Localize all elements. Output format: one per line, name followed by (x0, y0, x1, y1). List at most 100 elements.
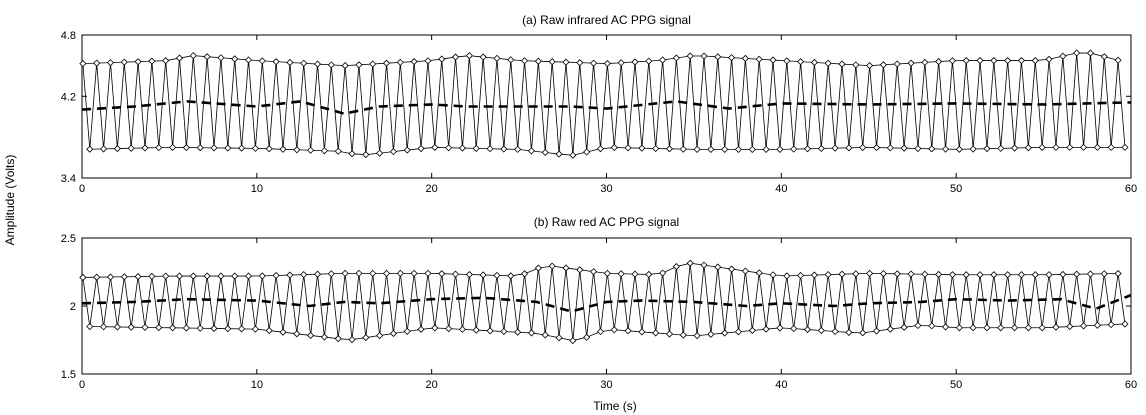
trough-marker (997, 144, 1005, 152)
series-raw-signal (82, 52, 1126, 156)
trough-marker (196, 324, 204, 332)
trough-marker (362, 151, 370, 159)
peak-marker (106, 59, 115, 67)
peak-marker (935, 57, 943, 66)
peak-marker (1017, 271, 1026, 279)
peak-marker (286, 58, 294, 67)
y-tick-label: 4.8 (61, 30, 76, 42)
trough-marker (279, 145, 287, 153)
peak-marker (741, 54, 749, 63)
peak-marker (106, 273, 115, 281)
peak-marker (244, 56, 253, 64)
peak-marker (576, 266, 584, 274)
peak-marker (1100, 270, 1108, 278)
peak-marker (313, 60, 322, 68)
trough-marker (348, 150, 356, 158)
peak-marker (258, 272, 266, 280)
trough-marker (583, 148, 591, 156)
peak-marker (1100, 53, 1108, 61)
peak-marker (355, 269, 363, 277)
trough-marker (872, 327, 881, 335)
peak-marker (1073, 49, 1081, 57)
trough-marker (1038, 324, 1046, 332)
trough-marker (790, 325, 798, 333)
peak-marker (700, 52, 708, 60)
peak-marker (852, 61, 860, 69)
peak-marker (244, 272, 253, 280)
trough-marker (541, 148, 549, 157)
trough-marker (969, 145, 977, 153)
trough-marker (928, 322, 936, 330)
trough-marker (86, 322, 94, 331)
peak-marker (438, 55, 446, 63)
peak-marker (1004, 271, 1012, 279)
peak-marker (438, 270, 446, 278)
peak-marker (327, 270, 335, 278)
peak-marker (396, 269, 404, 277)
series-baseline (81, 293, 1132, 313)
trough-marker (679, 145, 687, 153)
trough-marker (307, 146, 315, 154)
peak-marker (590, 268, 598, 276)
peak-marker (893, 60, 901, 68)
peak-marker (990, 271, 998, 279)
peak-marker (948, 271, 957, 279)
trough-marker (210, 144, 218, 152)
peak-marker (534, 264, 542, 272)
trough-marker (596, 145, 605, 153)
trough-marker (790, 145, 798, 153)
trough-marker (569, 151, 577, 159)
trough-marker (569, 337, 577, 345)
peak-marker (645, 57, 653, 65)
peak-marker (258, 57, 266, 65)
peak-marker (410, 269, 418, 277)
x-tick-label: 50 (950, 379, 962, 391)
trough-marker (955, 324, 963, 332)
peak-marker (603, 269, 611, 277)
peak-marker (1114, 56, 1122, 64)
panel-title: (b) Raw red AC PPG signal (534, 215, 679, 229)
peak-marker (783, 272, 791, 280)
trough-marker (1052, 323, 1060, 331)
peak-marker (217, 54, 225, 62)
trough-marker (721, 329, 729, 337)
trough-marker (638, 144, 646, 152)
trough-marker (1038, 143, 1046, 151)
panel-a: (a) Raw infrared AC PPG signal 0 10 20 30 40 5… (61, 13, 1137, 195)
trough-marker (1093, 143, 1101, 151)
trough-marker (279, 328, 287, 336)
trough-marker (500, 145, 508, 153)
x-tick-label: 60 (1125, 379, 1137, 391)
trough-marker (155, 324, 163, 332)
trough-marker (431, 143, 439, 151)
series-upper-envelope (82, 52, 1119, 66)
peak-marker (396, 58, 404, 66)
peak-marker (1059, 270, 1067, 278)
trough-marker (238, 325, 246, 333)
trough-marker (776, 324, 784, 332)
trough-marker (555, 334, 563, 342)
trough-marker (514, 328, 522, 336)
peak-marker (907, 59, 915, 67)
trough-marker (86, 145, 94, 153)
trough-marker (182, 143, 190, 152)
trough-marker (831, 327, 839, 336)
peak-marker (631, 58, 639, 66)
peak-marker (162, 272, 170, 280)
trough-marker (403, 327, 411, 335)
trough-marker (693, 332, 701, 340)
peak-marker (93, 59, 101, 67)
trough-marker (831, 144, 839, 152)
peak-marker (866, 62, 874, 70)
trough-marker (983, 145, 991, 153)
peak-marker (797, 271, 805, 280)
trough-marker (514, 145, 522, 153)
peak-marker (686, 52, 694, 60)
peak-marker (893, 270, 901, 278)
trough-marker (707, 330, 715, 338)
peak-marker (617, 59, 625, 67)
trough-marker (293, 330, 301, 338)
peak-marker (162, 57, 170, 65)
peak-marker (451, 270, 460, 278)
trough-marker (1010, 324, 1019, 332)
